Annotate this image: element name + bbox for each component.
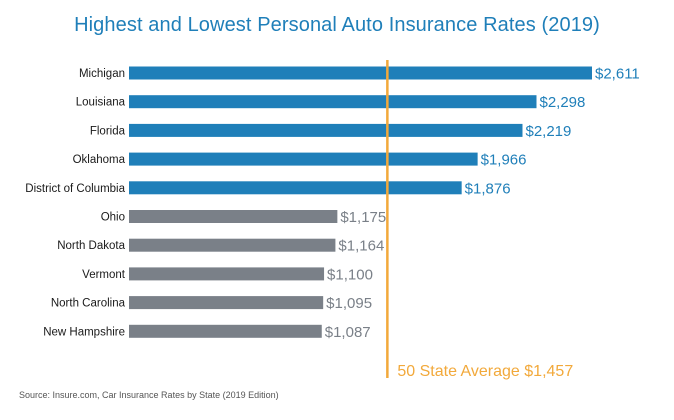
value-label: $1,095 [326, 295, 372, 312]
value-label: $2,611 [595, 66, 640, 83]
bar [129, 296, 324, 310]
bar [129, 152, 478, 166]
value-label: $1,175 [340, 209, 386, 226]
value-label: $2,219 [525, 123, 571, 140]
bar [129, 238, 336, 252]
source-note: Source: Insure.com, Car Insurance Rates … [19, 390, 279, 400]
category-label: Michigan [79, 68, 125, 80]
category-label: North Carolina [51, 298, 126, 310]
category-label: Vermont [82, 269, 126, 281]
average-label: 50 State Average $1,457 [397, 363, 573, 380]
category-label: Oklahoma [73, 154, 126, 166]
category-label: Ohio [101, 212, 125, 224]
value-label: $1,966 [481, 152, 527, 169]
category-label: District of Columbia [25, 183, 125, 195]
category-label: New Hampshire [43, 326, 125, 338]
value-label: $1,100 [327, 266, 373, 283]
value-label: $1,087 [325, 324, 371, 341]
category-label: Louisiana [76, 97, 126, 109]
bar [129, 181, 462, 195]
chart-title: Highest and Lowest Personal Auto Insuran… [74, 14, 600, 36]
bar [129, 66, 592, 80]
bar [129, 210, 338, 223]
bar [129, 267, 325, 281]
bar [129, 123, 523, 137]
value-label: $1,876 [465, 180, 511, 197]
value-label: $1,164 [338, 238, 384, 255]
value-label: $2,298 [539, 94, 585, 111]
category-label: North Dakota [57, 240, 125, 252]
bar [129, 324, 322, 338]
bar [129, 95, 537, 109]
category-label: Florida [90, 125, 126, 137]
